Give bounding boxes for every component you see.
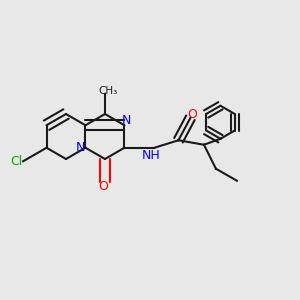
Text: N: N: [75, 141, 85, 154]
Text: CH₃: CH₃: [98, 86, 118, 97]
Text: N: N: [121, 114, 130, 127]
Text: O: O: [187, 108, 197, 121]
Text: O: O: [98, 179, 108, 193]
Text: NH: NH: [142, 149, 160, 162]
Text: Cl: Cl: [11, 155, 23, 168]
